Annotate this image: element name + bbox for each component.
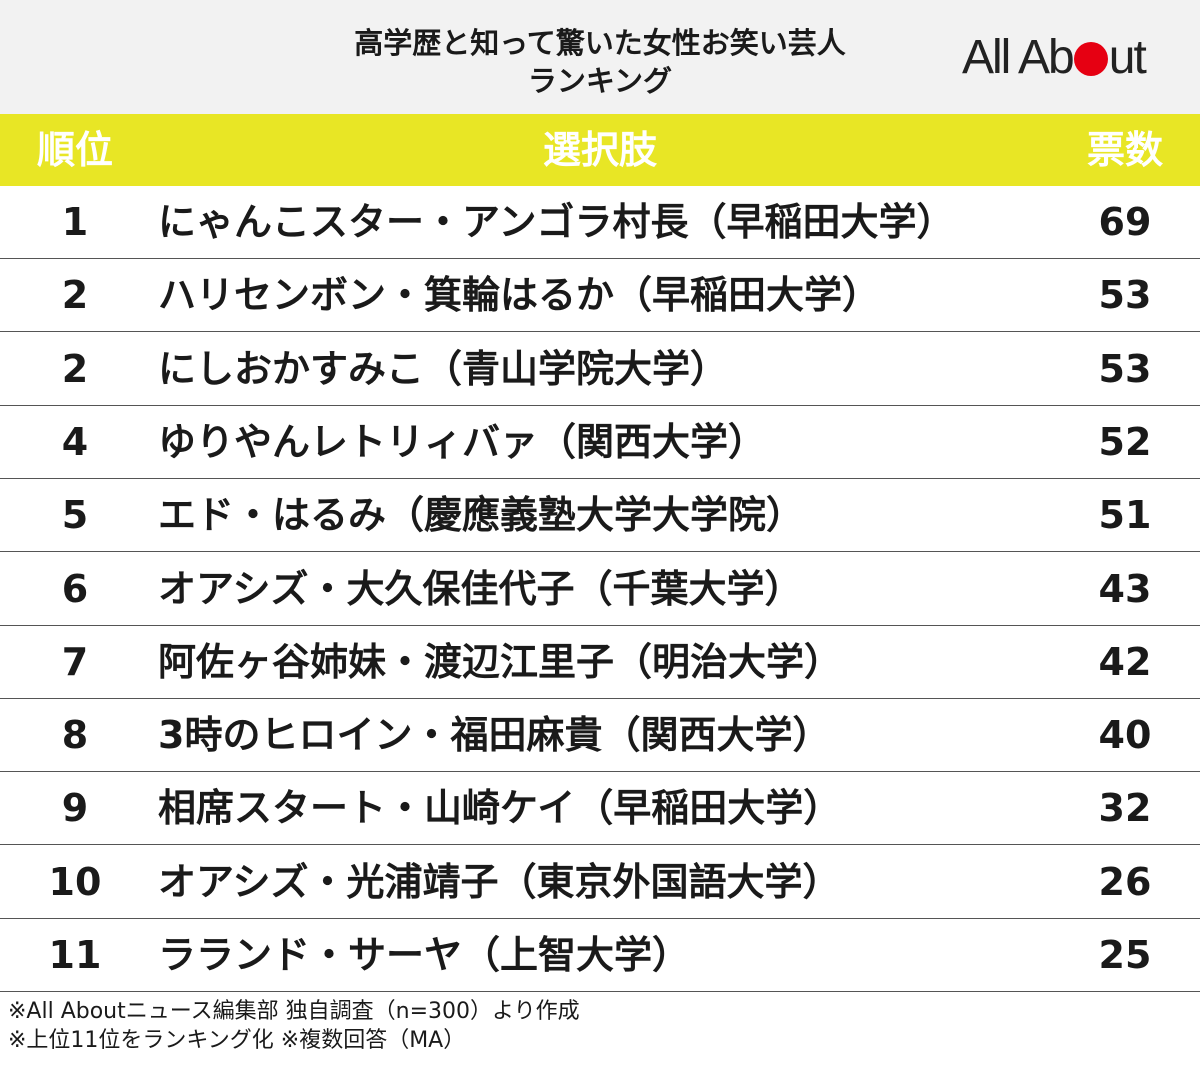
rank-cell: 5	[61, 493, 89, 538]
votes-cell: 51	[1098, 493, 1152, 538]
table-row: 4 ゆりやんレトリィバァ（関西大学） 52	[0, 406, 1200, 479]
name-cell: 相席スタート・山崎ケイ（早稲田大学）	[158, 786, 842, 831]
rank-cell: 1	[61, 200, 89, 244]
rank-cell: 6	[61, 566, 89, 611]
allabout-logo: All Ab ut	[962, 30, 1182, 86]
votes-cell: 42	[1098, 639, 1152, 684]
name-cell: オアシズ・光浦靖子（東京外国語大学）	[158, 859, 841, 904]
logo-text-part2: ut	[1108, 31, 1147, 84]
votes-cell: 40	[1098, 713, 1152, 758]
name-cell: オアシズ・大久保佳代子（千葉大学）	[158, 566, 803, 611]
rank-cell: 8	[61, 713, 89, 758]
footnote-source: ※All Aboutニュース編集部 独自調査（n=300）より作成	[8, 999, 580, 1024]
table-row: 10 オアシズ・光浦靖子（東京外国語大学） 26	[0, 846, 1200, 919]
name-cell: にゃんこスター・アンゴラ村長（早稲田大学）	[158, 200, 955, 244]
table-row: 9 相席スタート・山崎ケイ（早稲田大学） 32	[0, 772, 1200, 846]
rank-cell: 4	[61, 419, 89, 464]
header-area: 高学歴と知って驚いた女性お笑い芸人 ランキング All Ab ut	[0, 0, 1200, 114]
table-header: 順位 選択肢 票数	[0, 114, 1200, 186]
column-header-rank: 順位	[36, 128, 113, 172]
rank-cell: 10	[48, 859, 102, 904]
name-cell: 阿佐ヶ谷姉妹・渡辺江里子（明治大学）	[158, 639, 843, 684]
rank-cell: 2	[61, 273, 89, 318]
table-row: 6 オアシズ・大久保佳代子（千葉大学） 43	[0, 553, 1200, 626]
column-header-choice: 選択肢	[542, 128, 657, 172]
logo-red-dot-icon	[1073, 42, 1108, 76]
votes-cell: 26	[1098, 859, 1152, 904]
votes-cell: 53	[1098, 346, 1152, 391]
rank-cell: 7	[61, 639, 89, 684]
votes-cell: 32	[1098, 786, 1152, 831]
votes-cell: 52	[1098, 419, 1152, 464]
column-header-votes: 票数	[1086, 128, 1163, 172]
name-cell: 3時のヒロイン・福田麻貴（関西大学）	[158, 713, 831, 758]
rank-cell: 9	[61, 786, 89, 831]
logo-text-part1: All Ab	[962, 31, 1075, 84]
rank-cell: 2	[61, 346, 89, 391]
name-cell: ハリセンボン・箕輪はるか（早稲田大学）	[158, 273, 881, 318]
table-row: 5 エド・はるみ（慶應義塾大学大学院） 51	[0, 479, 1200, 553]
name-cell: にしおかすみこ（青山学院大学）	[158, 346, 729, 391]
footnote-method: ※上位11位をランキング化 ※複数回答（MA）	[8, 1028, 466, 1053]
page-title: 高学歴と知って驚いた女性お笑い芸人	[354, 26, 846, 60]
name-cell: ラランド・サーヤ（上智大学）	[158, 933, 691, 977]
name-cell: ゆりやんレトリィバァ（関西大学）	[158, 419, 767, 464]
votes-cell: 43	[1098, 566, 1152, 611]
table-row: 11 ラランド・サーヤ（上智大学） 25	[0, 919, 1200, 992]
table-row: 7 阿佐ヶ谷姉妹・渡辺江里子（明治大学） 42	[0, 626, 1200, 699]
table-row: 8 3時のヒロイン・福田麻貴（関西大学） 40	[0, 699, 1200, 773]
name-cell: エド・はるみ（慶應義塾大学大学院）	[158, 493, 805, 538]
votes-cell: 69	[1098, 200, 1152, 244]
rank-cell: 11	[48, 933, 102, 977]
table-row: 2 にしおかすみこ（青山学院大学） 53	[0, 333, 1200, 406]
votes-cell: 25	[1098, 933, 1152, 977]
votes-cell: 53	[1098, 273, 1152, 318]
table-row: 2 ハリセンボン・箕輪はるか（早稲田大学） 53	[0, 259, 1200, 333]
table-row: 1 にゃんこスター・アンゴラ村長（早稲田大学） 69	[0, 186, 1200, 259]
page-subtitle: ランキング	[527, 64, 673, 98]
